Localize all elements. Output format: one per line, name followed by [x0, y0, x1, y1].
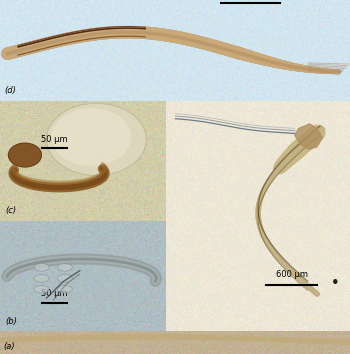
- Circle shape: [334, 280, 337, 283]
- Ellipse shape: [34, 263, 49, 271]
- Text: 600 μm: 600 μm: [276, 270, 308, 279]
- Ellipse shape: [57, 274, 72, 282]
- Circle shape: [8, 143, 42, 167]
- Text: 50 μm: 50 μm: [41, 135, 67, 144]
- Ellipse shape: [34, 285, 49, 293]
- Polygon shape: [295, 124, 322, 149]
- Circle shape: [47, 103, 146, 176]
- Text: (b): (b): [5, 316, 17, 326]
- Text: (a): (a): [4, 342, 15, 351]
- Text: (c): (c): [5, 206, 16, 215]
- Text: (d): (d): [4, 86, 16, 95]
- Ellipse shape: [34, 274, 49, 282]
- Circle shape: [51, 108, 131, 166]
- Text: 50 μm: 50 μm: [41, 289, 67, 297]
- Ellipse shape: [57, 285, 72, 293]
- Ellipse shape: [57, 263, 72, 271]
